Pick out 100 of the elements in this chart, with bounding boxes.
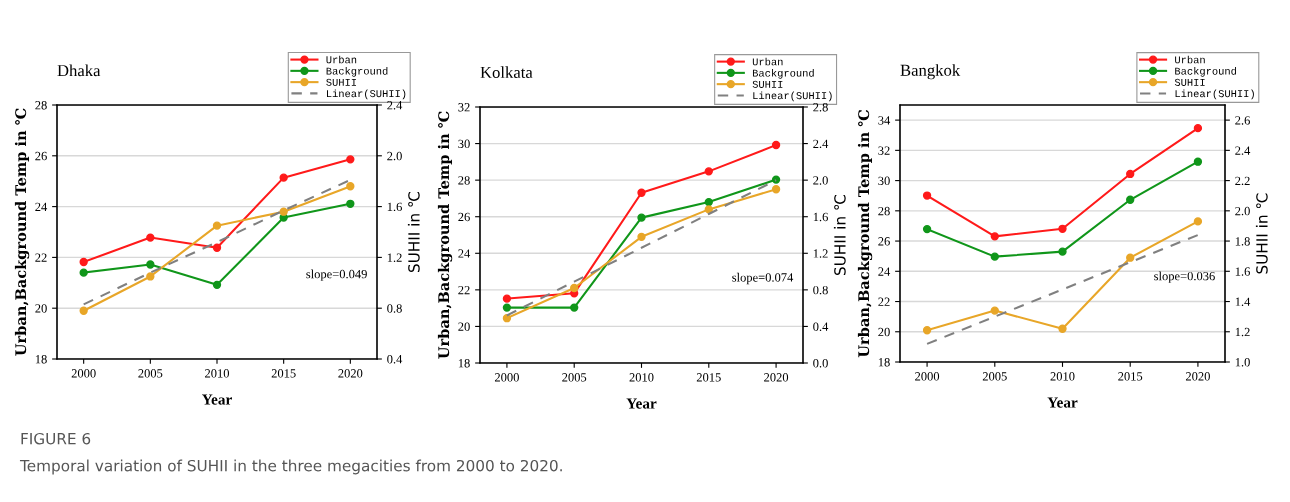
x-tick-label: 2020 [764, 373, 789, 382]
point [346, 199, 355, 208]
y2-tick-label: 0.8 [387, 304, 402, 313]
x-tick-label: 2015 [696, 373, 721, 382]
point [704, 197, 713, 207]
text: Temporal variation of SUHII in the three megacities from 2000 to 2020. [19, 459, 562, 475]
y2-tick-label: 2.8 [813, 103, 828, 112]
y-tick-label: 28 [458, 176, 470, 185]
point [1058, 224, 1067, 233]
chart-title: Dhaka [57, 64, 101, 77]
point [79, 306, 88, 315]
y-axis-title: Urban,Background Temp in ℃ [14, 108, 30, 356]
point [146, 272, 155, 281]
y-tick-label: 34 [878, 116, 891, 125]
y2-tick-label: 2.0 [387, 151, 402, 161]
x-tick-label: 2000 [915, 372, 940, 381]
y2-tick-label: 1.8 [1235, 237, 1250, 246]
point [1193, 217, 1203, 226]
point [1193, 157, 1203, 166]
y-tick-label: 18 [878, 358, 890, 367]
point [637, 232, 646, 241]
point [79, 257, 88, 267]
point [346, 182, 355, 191]
y-tick-label: 18 [458, 359, 470, 368]
y-tick-label: 24 [458, 249, 471, 258]
y-tick-label: 26 [878, 237, 890, 246]
point [570, 283, 579, 293]
y-tick-label: 32 [458, 103, 470, 112]
point [771, 175, 781, 184]
point [1126, 195, 1135, 204]
point [1058, 324, 1067, 333]
y-tick-label: 30 [878, 176, 890, 186]
x-axis-title: Year [202, 394, 232, 405]
x-tick-label: 2005 [562, 373, 587, 382]
x-tick-label: 2015 [271, 369, 296, 378]
point [79, 268, 88, 277]
y-tick-label: 20 [458, 322, 470, 331]
point [771, 185, 781, 194]
x-tick-label: 2020 [338, 369, 363, 378]
annotation: slope=0.036 [1154, 271, 1215, 283]
caption: FIGURE 6 [21, 432, 91, 445]
y2-tick-label: 1.6 [1235, 267, 1250, 276]
y2-tick-label: 0.0 [813, 359, 828, 368]
y-tick-label: 26 [35, 151, 47, 161]
y2-tick-label: 0.4 [813, 322, 829, 331]
point [637, 188, 646, 197]
y-tick-label: 30 [458, 139, 470, 149]
x-tick-label: 2010 [205, 369, 230, 378]
legend-label: Linear(SUHII) [327, 89, 406, 100]
y-tick-label: 26 [458, 212, 470, 222]
point [212, 280, 222, 289]
y2-tick-label: 1.6 [813, 212, 828, 222]
point [146, 233, 155, 242]
x-tick-label: 2005 [138, 369, 163, 378]
x-axis-title: Year [1047, 397, 1078, 408]
point [922, 191, 932, 200]
legend-label: SUHII [752, 80, 783, 88]
y-tick-label: 32 [878, 146, 890, 155]
point [212, 243, 222, 252]
chart-title: Kolkata [480, 66, 533, 79]
x-axis-title: Year [626, 398, 657, 409]
point [922, 326, 932, 335]
y2-tick-label: 1.2 [1235, 327, 1250, 337]
point [922, 224, 932, 234]
y-tick-label: 22 [35, 253, 47, 262]
legend-label: Linear(SUHII) [753, 91, 832, 102]
point [279, 207, 288, 216]
chart-title: Bangkok [900, 64, 961, 80]
point [212, 221, 222, 230]
legend-label: Linear(SUHII) [1175, 89, 1254, 100]
y2-tick-label: 2.6 [1235, 116, 1250, 125]
y-tick-label: 20 [35, 304, 47, 313]
y2-tick-label: 2.4 [387, 101, 403, 110]
legend-label: Urban [1175, 55, 1205, 64]
y2-axis-title: SUHII in ℃ [407, 191, 420, 273]
point [771, 140, 781, 150]
point [990, 252, 999, 261]
legend-label: Urban [752, 57, 783, 66]
annotation: slope=0.049 [306, 269, 367, 281]
x-tick-label: 2000 [71, 369, 96, 378]
y2-tick-label: 2.2 [1235, 176, 1250, 186]
y2-axis-title: SUHII in ℃ [833, 194, 846, 276]
y-tick-label: 18 [35, 355, 47, 364]
point [1126, 253, 1135, 262]
y-tick-label: 28 [878, 206, 890, 216]
y2-tick-label: 1.6 [387, 202, 402, 212]
x-tick-label: 2010 [1050, 372, 1075, 381]
point [502, 303, 512, 312]
y-tick-label: 24 [878, 267, 891, 276]
y2-tick-label: 0.4 [387, 355, 403, 364]
point [704, 167, 713, 176]
y2-tick-label: 2.4 [813, 139, 829, 149]
y-tick-label: 24 [35, 202, 48, 211]
y2-axis-title: SUHII in ℃ [1255, 193, 1268, 274]
point [704, 205, 713, 214]
y2-tick-label: 0.8 [813, 285, 828, 295]
point [1126, 169, 1135, 179]
point [502, 294, 512, 303]
point [1193, 123, 1203, 133]
point [1058, 247, 1067, 256]
